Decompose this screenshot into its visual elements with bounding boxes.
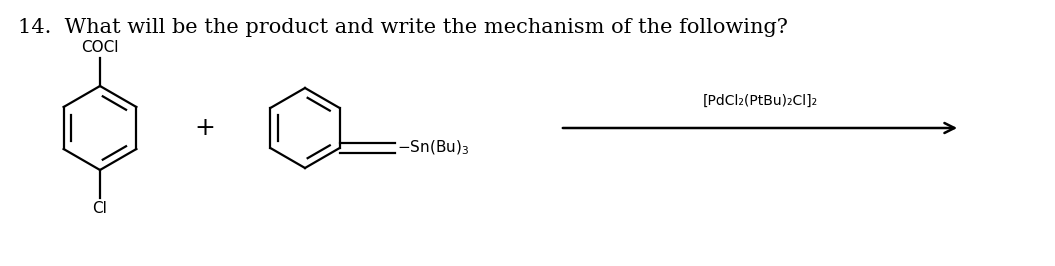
Text: +: + — [194, 116, 215, 140]
Text: Cl: Cl — [93, 201, 108, 216]
Text: 14.  What will be the product and write the mechanism of the following?: 14. What will be the product and write t… — [18, 18, 788, 37]
Text: $\mathdefault{-Sn(Bu)_3}$: $\mathdefault{-Sn(Bu)_3}$ — [397, 139, 468, 157]
Text: COCl: COCl — [81, 40, 119, 55]
Text: [PdCl₂(PtBu)₂Cl]₂: [PdCl₂(PtBu)₂Cl]₂ — [703, 94, 818, 108]
